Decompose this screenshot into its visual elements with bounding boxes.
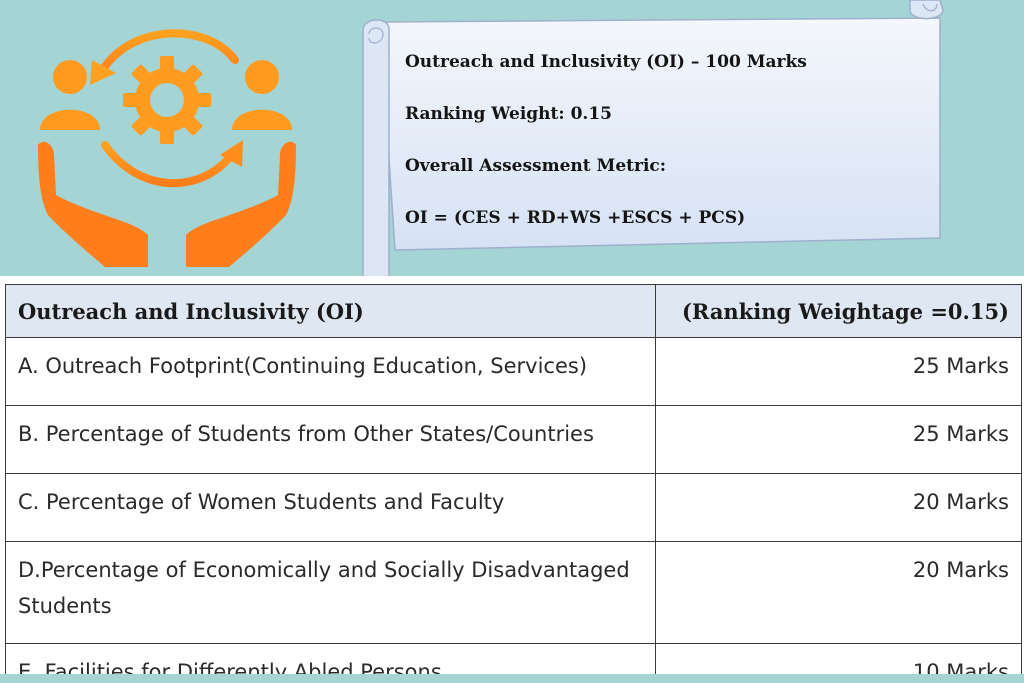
gear-icon <box>123 56 211 144</box>
hand-right-icon <box>186 141 296 267</box>
bottom-border-strip <box>0 674 1024 683</box>
scroll-ranking-weight: Ranking Weight: 0.15 <box>405 104 612 124</box>
row-marks: 20 Marks <box>655 473 1022 542</box>
table-row: B. Percentage of Students from Other Sta… <box>5 405 1022 474</box>
hand-left-icon <box>38 141 148 267</box>
row-label: A. Outreach Footprint(Continuing Educati… <box>5 337 656 406</box>
person-right-icon <box>232 60 292 130</box>
row-marks: 25 Marks <box>655 337 1022 406</box>
scroll-title: Outreach and Inclusivity (OI) – 100 Mark… <box>405 52 807 72</box>
oi-table: Outreach and Inclusivity (OI) (Ranking W… <box>5 284 1022 683</box>
cycle-arrowhead-top <box>90 60 116 85</box>
header-weightage: (Ranking Weightage =0.15) <box>655 284 1022 338</box>
row-label: C. Percentage of Women Students and Facu… <box>5 473 656 542</box>
cycle-arrow-top <box>96 29 239 79</box>
scroll-metric-label: Overall Assessment Metric: <box>405 156 667 176</box>
row-label: D.Percentage of Economically and Sociall… <box>5 541 656 644</box>
row-marks: 20 Marks <box>655 541 1022 644</box>
table-row: A. Outreach Footprint(Continuing Educati… <box>5 337 1022 406</box>
scroll-banner <box>362 0 944 285</box>
row-label: B. Percentage of Students from Other Sta… <box>5 405 656 474</box>
table-panel: Outreach and Inclusivity (OI) (Ranking W… <box>0 276 1024 683</box>
header-parameter: Outreach and Inclusivity (OI) <box>5 284 656 338</box>
scroll-formula: OI = (CES + RD+WS +ESCS + PCS) <box>405 208 746 228</box>
person-left-icon <box>40 60 100 130</box>
outreach-collaboration-icon <box>38 29 296 267</box>
table-header-row: Outreach and Inclusivity (OI) (Ranking W… <box>5 284 1022 338</box>
scroll-text: Outreach and Inclusivity (OI) – 100 Mark… <box>405 46 925 254</box>
cycle-arrow-bottom <box>101 141 239 188</box>
row-marks: 25 Marks <box>655 405 1022 474</box>
cycle-arrowhead-bottom <box>220 140 243 167</box>
table-row: D.Percentage of Economically and Sociall… <box>5 541 1022 644</box>
table-row: C. Percentage of Women Students and Facu… <box>5 473 1022 542</box>
